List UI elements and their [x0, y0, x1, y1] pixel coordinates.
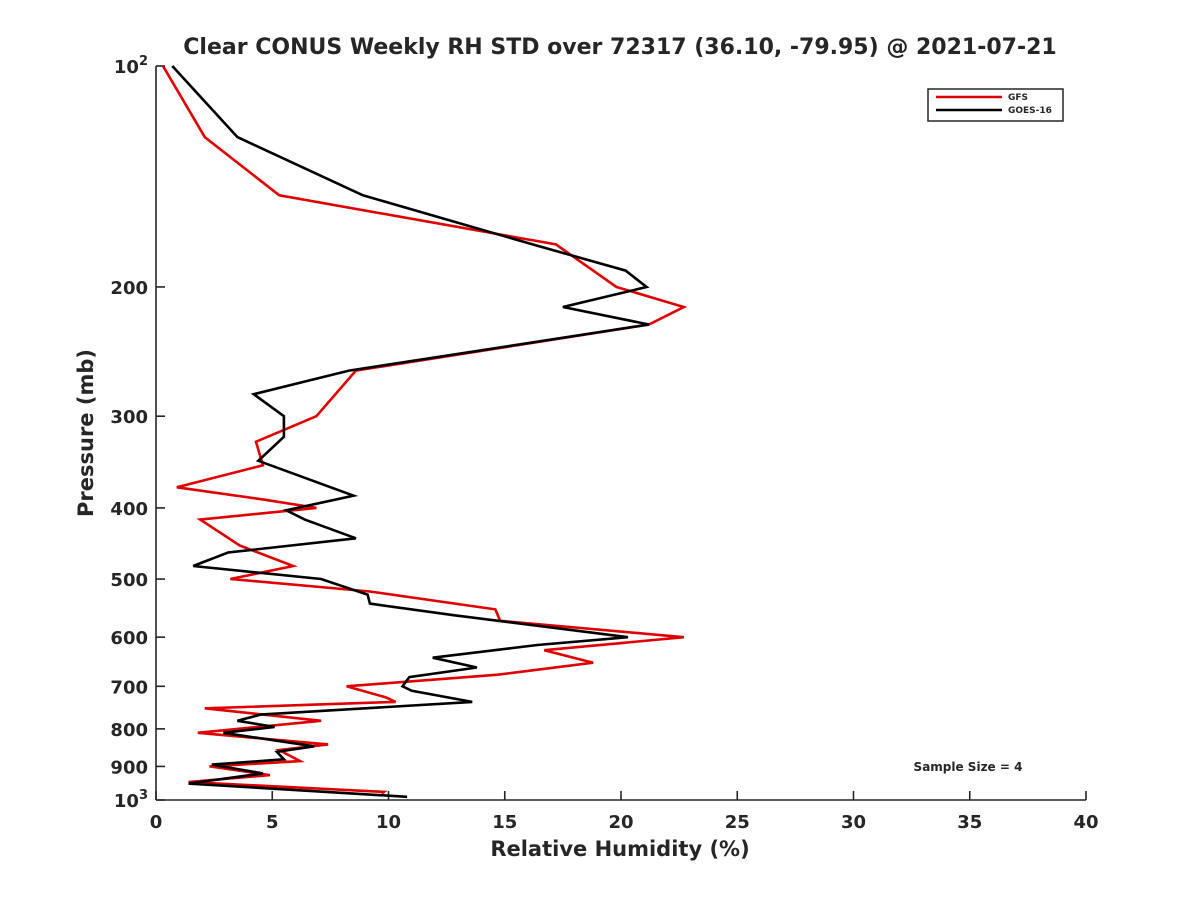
- series-lines: [161, 65, 688, 799]
- x-tick-label: 10: [376, 812, 401, 833]
- y-tick-label: 400: [110, 499, 148, 520]
- legend-label-goes-16: GOES-16: [1008, 106, 1052, 116]
- x-tick-label: 30: [841, 812, 866, 833]
- y-tick-label: 500: [110, 570, 148, 591]
- x-axis-ticks: 0 5 10 15 20 25 30 35 40: [150, 791, 1099, 833]
- x-tick-label: 25: [725, 812, 750, 833]
- y-tick-label: 103: [114, 788, 148, 812]
- y-tick-label: 102: [114, 54, 148, 78]
- series-line-goes-16: [171, 65, 650, 799]
- x-tick-label: 40: [1073, 812, 1098, 833]
- y-axis-label: Pressure (mb): [74, 349, 98, 517]
- y-tick-label: 300: [110, 407, 148, 428]
- y-tick-label: 800: [110, 720, 148, 741]
- y-tick-label: 600: [110, 628, 148, 649]
- y-tick-label: 200: [110, 278, 148, 299]
- chart-title: Clear CONUS Weekly RH STD over 72317 (36…: [183, 35, 1056, 60]
- legend-label-gfs: GFS: [1008, 93, 1028, 103]
- y-axis-ticks: 102 200 300 400 500 600 700 800 900 103: [110, 54, 165, 812]
- y-tick-label: 700: [110, 677, 148, 698]
- x-tick-label: 35: [957, 812, 982, 833]
- sample-size-annotation: Sample Size = 4: [914, 760, 1023, 774]
- x-axis-label: Relative Humidity (%): [490, 837, 749, 861]
- y-tick-label: 900: [110, 757, 148, 778]
- x-tick-label: 15: [492, 812, 517, 833]
- series-line-gfs: [161, 65, 688, 795]
- legend-box: [927, 88, 1064, 122]
- plot-area: 0 5 10 15 20 25 30 35 40 102 200 300 400 500 600 700 80…: [110, 54, 1098, 833]
- x-tick-label: 0: [150, 812, 163, 833]
- x-tick-label: 20: [608, 812, 633, 833]
- x-tick-label: 5: [266, 812, 279, 833]
- legend: GFS GOES-16: [927, 88, 1064, 122]
